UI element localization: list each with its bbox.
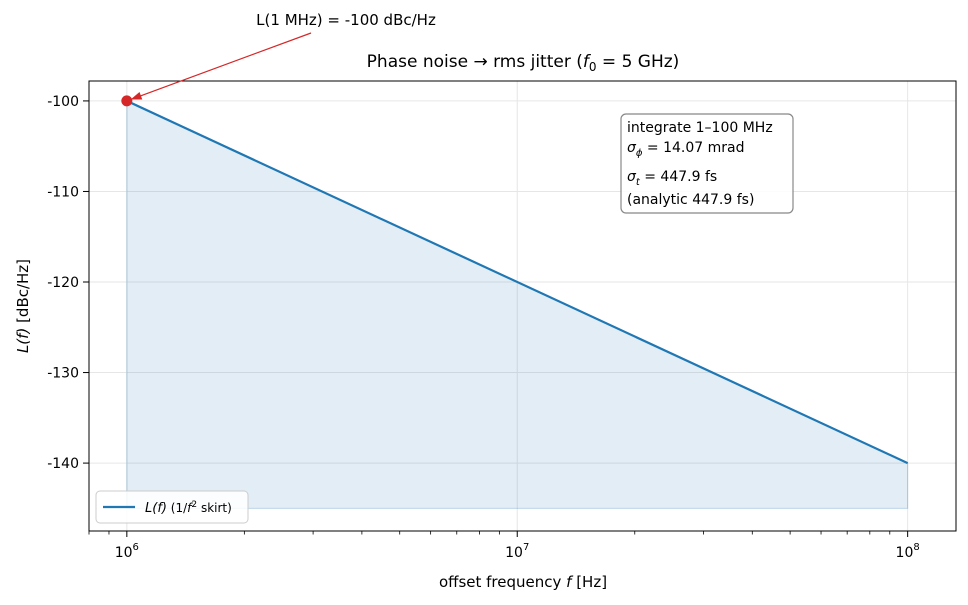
x-axis-ticks: 106 107 108 — [88, 531, 920, 561]
annotation-arrowhead — [130, 91, 143, 100]
plot-frame — [88, 80, 957, 532]
y-axis-label: L(f) [dBc/Hz] — [14, 259, 32, 353]
annotation: L(1 MHz) = -100 dBc/Hz — [130, 11, 436, 100]
marker-point-1MHz — [121, 95, 133, 107]
annotation-arrow — [137, 32, 312, 98]
x-tick-label-1: 107 — [505, 542, 529, 561]
y-tick-label-0: -100 — [47, 94, 79, 110]
legend-label-L-f: L(f) (1/f2 skirt) — [145, 500, 232, 516]
chart-title: Phase noise → rms jitter (f0 = 5 GHz) — [367, 52, 680, 74]
y-axis-ticks: -100 -110 -120 -130 -140 — [47, 94, 89, 472]
series-line-L-f — [126, 99, 909, 465]
x-axis-label: offset frequency f [Hz] — [439, 573, 607, 591]
x-tick-label-2: 108 — [896, 542, 920, 561]
grid-lines — [89, 81, 956, 531]
y-tick-label-2: -120 — [47, 275, 79, 291]
info-box-line-range: integrate 1–100 MHz — [627, 120, 773, 136]
info-box-line-sigma-phi: σϕ = 14.07 mrad — [627, 140, 745, 159]
annotation-text: L(1 MHz) = -100 dBc/Hz — [256, 11, 436, 29]
y-tick-label-3: -130 — [47, 366, 79, 382]
info-box-frame — [620, 113, 794, 214]
info-box-line-sigma-t: σt = 447.9 fs — [627, 169, 717, 188]
legend-frame — [95, 490, 249, 524]
info-box-line-analytic: (analytic 447.9 fs) — [627, 192, 754, 208]
y-tick-label-1: -110 — [47, 184, 79, 200]
info-box: integrate 1–100 MHz σϕ = 14.07 mrad σt =… — [620, 113, 794, 214]
y-tick-label-4: -140 — [47, 456, 79, 472]
legend: L(f) (1/f2 skirt) — [95, 490, 249, 524]
x-tick-label-0: 106 — [115, 542, 139, 561]
